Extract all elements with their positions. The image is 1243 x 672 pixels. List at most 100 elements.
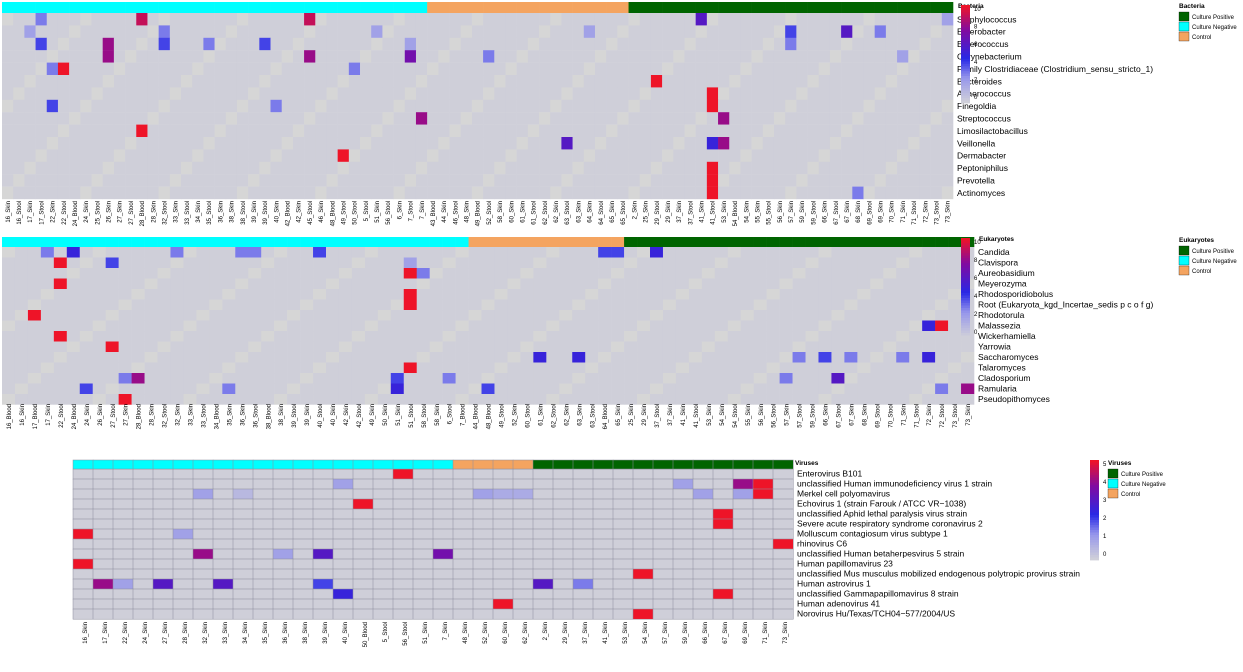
heatmap-cell [209,383,223,395]
heatmap-cell [516,112,529,125]
heatmap-cell [214,99,227,113]
heatmap-cell [372,518,394,530]
heatmap-cell [766,341,780,353]
heatmap-cell [183,394,197,405]
heatmap-cell [718,87,730,100]
group-annotation-cell [870,237,884,247]
heatmap-cell [332,498,354,510]
heatmap-cell [883,352,897,363]
group-annotation-cell [24,2,36,13]
group-annotation-cell [147,2,159,13]
legend-gradient-step [1090,467,1099,471]
heatmap-cell [14,247,29,258]
row-label: Bacteroides [957,76,1002,86]
heatmap-cell [639,186,652,200]
heatmap-cell [460,25,473,38]
heatmap-cell [598,331,612,342]
legend-gradient-step [1090,465,1099,468]
heatmap-cell [281,112,294,125]
heatmap-cell [105,383,119,395]
heatmap-cell [594,50,607,63]
heatmap-cell [105,299,119,311]
heatmap-cell [612,498,634,510]
heatmap-cell [494,352,508,363]
heatmap-cell [572,558,594,570]
heatmap-cell [885,161,898,175]
heatmap-cell [35,186,48,200]
heatmap-cell [112,478,134,490]
heatmap-cell [371,124,383,138]
heatmap-cell [382,112,394,125]
heatmap-cell [27,341,42,353]
column-label: 27_Stool [129,201,135,225]
heatmap-cell [863,112,875,125]
heatmap-cell [624,320,638,332]
heatmap-cell [852,62,864,76]
heatmap-cell [598,247,612,258]
heatmap-cell [259,87,271,100]
heatmap-cell [852,186,864,200]
heatmap-cell [304,62,316,76]
heatmap-cell [272,548,294,560]
heatmap-cell [706,37,719,51]
heatmap-cell [352,538,374,550]
heatmap-cell [172,498,194,510]
heatmap-cell [332,608,354,620]
heatmap-cell [183,373,197,384]
heatmap-cell [527,75,540,88]
heatmap-cell [572,257,586,269]
heatmap-cell [483,174,495,187]
heatmap-cell [874,137,887,150]
heatmap-cell [304,124,316,138]
heatmap-cell [292,538,314,550]
heatmap-cell [181,87,193,100]
heatmap-cell [692,518,714,530]
heatmap-cell [313,278,327,290]
heatmap-cell [516,25,529,38]
group-annotation-cell [688,237,703,247]
row-label: unclassified Human immunodeficiency viru… [797,479,992,489]
legend-gradient-step [961,250,970,254]
heatmap-cell [112,588,134,600]
group-annotation-cell [212,459,234,470]
heatmap-cell [2,13,14,26]
heatmap-cell [460,161,473,175]
heatmap-cell [393,37,406,51]
heatmap-cell [650,289,664,300]
column-label: 57_Skin [789,201,795,223]
heatmap-cell [857,299,871,311]
heatmap-cell [941,161,954,175]
heatmap-cell [532,518,554,530]
heatmap-cell [935,299,949,311]
group-key-label: Culture Positive [1192,249,1235,255]
heatmap-cell [606,13,618,26]
heatmap-cell [455,310,469,321]
group-annotation-cell [304,2,316,13]
heatmap-cell [516,87,529,100]
heatmap-cell [209,247,223,258]
heatmap-cell [136,62,148,76]
heatmap-cell [212,568,234,580]
heatmap-cell [172,528,194,540]
heatmap-cell [552,488,574,500]
heatmap-cell [688,257,703,269]
heatmap-cell [505,174,517,187]
heatmap-cell [40,268,55,279]
heatmap-cell [516,174,529,187]
heatmap-cell [203,124,215,138]
heatmap-cell [494,247,508,258]
heatmap-cell [829,186,842,200]
heatmap-cell [512,498,534,510]
heatmap-cell [132,558,154,570]
group-annotation-cell [46,2,59,13]
heatmap-cell [337,186,350,200]
heatmap-cell [14,362,29,374]
column-label: 37_Skin [583,622,589,644]
heatmap-cell [948,299,962,311]
group-annotation-cell [507,237,521,247]
heatmap-cell [364,278,379,290]
heatmap-cell [348,25,361,38]
heatmap-cell [505,137,517,150]
column-label: 25_Skin [629,404,635,426]
heatmap-cell [136,161,148,175]
